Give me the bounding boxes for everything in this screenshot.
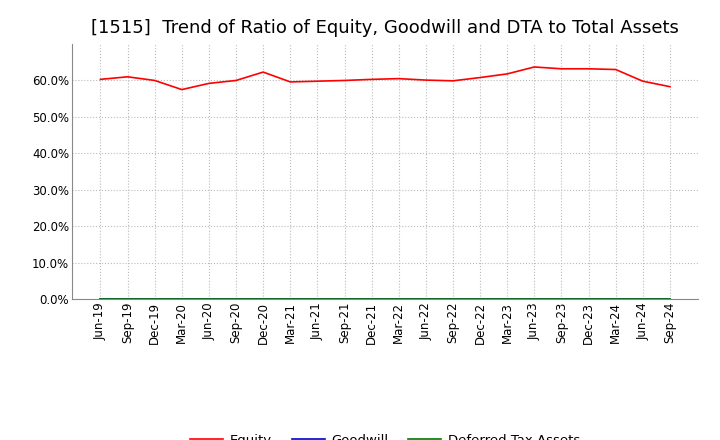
Title: [1515]  Trend of Ratio of Equity, Goodwill and DTA to Total Assets: [1515] Trend of Ratio of Equity, Goodwil… <box>91 19 679 37</box>
Equity <box>639 79 647 84</box>
Goodwill <box>503 297 511 302</box>
Equity <box>421 77 430 83</box>
Goodwill <box>96 297 105 302</box>
Equity <box>204 81 213 86</box>
Goodwill <box>313 297 322 302</box>
Equity <box>584 66 593 71</box>
Deferred Tax Assets <box>150 297 159 302</box>
Deferred Tax Assets <box>367 297 376 302</box>
Deferred Tax Assets <box>530 297 539 302</box>
Goodwill <box>557 297 566 302</box>
Deferred Tax Assets <box>259 297 268 302</box>
Deferred Tax Assets <box>665 297 674 302</box>
Deferred Tax Assets <box>313 297 322 302</box>
Deferred Tax Assets <box>232 297 240 302</box>
Equity <box>96 77 105 82</box>
Equity <box>476 75 485 80</box>
Goodwill <box>530 297 539 302</box>
Equity <box>611 67 620 72</box>
Deferred Tax Assets <box>395 297 403 302</box>
Equity <box>367 77 376 82</box>
Goodwill <box>665 297 674 302</box>
Deferred Tax Assets <box>476 297 485 302</box>
Goodwill <box>449 297 457 302</box>
Goodwill <box>178 297 186 302</box>
Deferred Tax Assets <box>557 297 566 302</box>
Goodwill <box>341 297 349 302</box>
Deferred Tax Assets <box>421 297 430 302</box>
Deferred Tax Assets <box>286 297 294 302</box>
Line: Equity: Equity <box>101 67 670 90</box>
Goodwill <box>421 297 430 302</box>
Goodwill <box>232 297 240 302</box>
Goodwill <box>286 297 294 302</box>
Deferred Tax Assets <box>639 297 647 302</box>
Deferred Tax Assets <box>96 297 105 302</box>
Deferred Tax Assets <box>178 297 186 302</box>
Equity <box>123 74 132 80</box>
Deferred Tax Assets <box>123 297 132 302</box>
Deferred Tax Assets <box>341 297 349 302</box>
Deferred Tax Assets <box>584 297 593 302</box>
Equity <box>313 79 322 84</box>
Goodwill <box>123 297 132 302</box>
Deferred Tax Assets <box>611 297 620 302</box>
Deferred Tax Assets <box>449 297 457 302</box>
Equity <box>150 78 159 83</box>
Deferred Tax Assets <box>503 297 511 302</box>
Equity <box>557 66 566 71</box>
Equity <box>341 78 349 83</box>
Equity <box>665 84 674 89</box>
Goodwill <box>584 297 593 302</box>
Equity <box>178 87 186 92</box>
Equity <box>395 76 403 81</box>
Goodwill <box>204 297 213 302</box>
Goodwill <box>150 297 159 302</box>
Equity <box>232 78 240 83</box>
Goodwill <box>259 297 268 302</box>
Equity <box>259 70 268 75</box>
Goodwill <box>476 297 485 302</box>
Deferred Tax Assets <box>204 297 213 302</box>
Goodwill <box>367 297 376 302</box>
Legend: Equity, Goodwill, Deferred Tax Assets: Equity, Goodwill, Deferred Tax Assets <box>185 428 585 440</box>
Equity <box>503 71 511 77</box>
Equity <box>286 79 294 84</box>
Goodwill <box>395 297 403 302</box>
Goodwill <box>639 297 647 302</box>
Equity <box>449 78 457 84</box>
Goodwill <box>611 297 620 302</box>
Equity <box>530 64 539 70</box>
